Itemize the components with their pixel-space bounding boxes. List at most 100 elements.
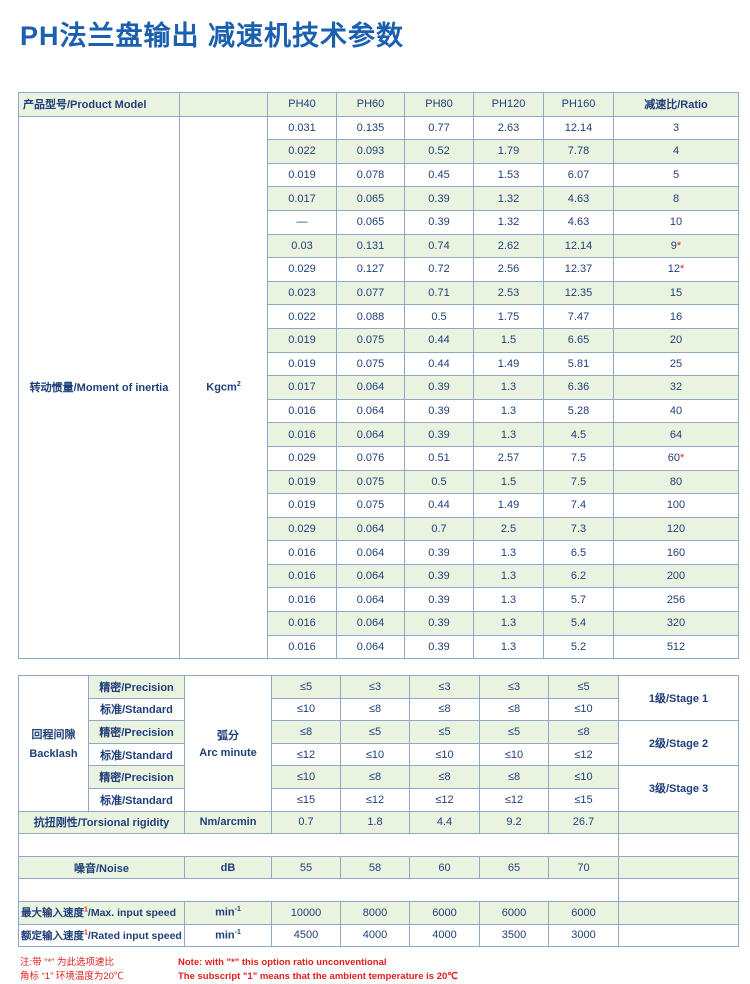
blank-cell <box>18 878 619 902</box>
value-cell: 0.131 <box>336 233 405 259</box>
value-cell: 0.016 <box>267 587 337 613</box>
value-cell: 8000 <box>340 900 410 925</box>
value-cell: 0.016 <box>267 563 337 589</box>
value-cell: 0.44 <box>404 351 474 377</box>
ratio-value: 5 <box>672 169 680 182</box>
ratio-cell: 60* <box>613 445 739 471</box>
unit-text: Kgcm <box>206 381 237 394</box>
ratio-value: 3 <box>672 121 680 134</box>
torsional-unit: Nm/arcmin <box>184 810 272 835</box>
ratio-cell: 8 <box>613 186 739 211</box>
note-cn: 注:带 “*” 为此选项速比 角标 “1” 环境温度为20℃ <box>20 956 123 984</box>
value-cell: 0.7 <box>404 516 474 542</box>
value-cell: ≤10 <box>271 765 341 789</box>
torsional-label: 抗扭刚性/Torsional rigidity <box>18 810 185 835</box>
unit-sup: -1 <box>234 906 241 914</box>
value-cell: 10000 <box>271 900 341 925</box>
ratio-value: 512 <box>666 640 686 653</box>
value-cell: 5.4 <box>543 611 614 636</box>
table-row: 转动惯量/Moment of inertia Kgcm2 0.031 0.135 0.7… <box>18 115 739 660</box>
value-cell: 1.32 <box>473 209 544 235</box>
value-cell: 2.62 <box>473 233 544 259</box>
value-cell: 65 <box>479 855 549 880</box>
value-cell: 0.064 <box>336 587 405 613</box>
value-cell: ≤8 <box>340 697 410 722</box>
value-cell: 3000 <box>548 923 619 948</box>
value-cell: 0.064 <box>336 516 405 542</box>
ratio-cell: 64 <box>613 422 739 447</box>
ratio-value: 80 <box>669 475 683 488</box>
value-cell: 1.3 <box>473 634 544 660</box>
ratio-value: 4 <box>672 145 680 158</box>
value-cell: 0.44 <box>404 493 474 518</box>
value-cell: 4.5 <box>543 422 614 447</box>
ratio-value: 10 <box>669 216 683 229</box>
precision-type: 精密/Precision <box>88 765 185 789</box>
ratio-cell: 25 <box>613 351 739 377</box>
rated_speed-label: 额定输入速度1/Rated input speed <box>18 923 185 948</box>
value-cell: ≤12 <box>548 742 619 767</box>
value-cell: 6000 <box>479 900 549 925</box>
table-row: 0.03 0.131 0.74 2.62 12.14 9* <box>19 233 739 259</box>
value-cell: 1.3 <box>473 611 544 636</box>
spacer-row <box>18 878 739 902</box>
value-cell: 7.47 <box>543 304 614 329</box>
value-cell: 1.49 <box>473 493 544 518</box>
note-cn-1: 注:带 “*” 为此选项速比 <box>20 957 114 968</box>
value-cell: ≤12 <box>271 742 341 767</box>
value-cell: 0.075 <box>336 327 405 353</box>
value-cell: 0.031 <box>267 115 337 141</box>
ratio-cell: 3 <box>613 115 739 141</box>
value-cell: 6000 <box>409 900 480 925</box>
ratio-cell: 160 <box>613 540 739 565</box>
noise-unit: dB <box>184 855 272 880</box>
label-en: /Max. input speed <box>87 907 177 920</box>
table-row: 0.016 0.064 0.39 1.3 6.2 200 <box>19 563 739 589</box>
value-cell: 0.016 <box>267 422 337 447</box>
value-cell: 0.017 <box>267 375 337 400</box>
ratio-cell: 100 <box>613 493 739 518</box>
precision-type: 精密/Precision <box>88 675 185 699</box>
value-cell: 2.5 <box>473 516 544 542</box>
ratio-cell: 15 <box>613 280 739 306</box>
value-cell: 12.35 <box>543 280 614 306</box>
label-cn: 额定输入速度 <box>21 929 84 942</box>
value-cell: 0.03 <box>267 233 337 259</box>
value-cell: 4500 <box>271 923 341 948</box>
value-cell: 1.3 <box>473 422 544 447</box>
noise-label: 噪音/Noise <box>18 855 185 880</box>
value-cell: 1.5 <box>473 327 544 353</box>
model-header: PH120 <box>473 92 544 117</box>
inertia-label: 转动惯量/Moment of inertia <box>18 115 180 660</box>
value-cell: 0.016 <box>267 540 337 565</box>
value-cell: 70 <box>548 855 619 880</box>
value-cell: 0.44 <box>404 327 474 353</box>
value-cell: ≤5 <box>271 675 341 699</box>
value-cell: 0.029 <box>267 516 337 542</box>
value-cell: ≤8 <box>271 720 341 744</box>
value-cell: 0.39 <box>404 209 474 235</box>
value-cell: 0.016 <box>267 634 337 660</box>
ratio-cell: 9* <box>613 233 739 259</box>
value-cell: 5.81 <box>543 351 614 377</box>
value-cell: ≤12 <box>409 787 480 812</box>
spacer-row <box>18 833 739 857</box>
value-cell: 0.065 <box>336 209 405 235</box>
ratio-cell: 4 <box>613 139 739 164</box>
value-cell: 0.065 <box>336 186 405 211</box>
blank-cell <box>618 855 739 880</box>
value-cell: ≤8 <box>340 765 410 789</box>
ratio-value: 20 <box>669 334 683 347</box>
ratio-header: 减速比/Ratio <box>613 92 739 117</box>
value-cell: 0.74 <box>404 233 474 259</box>
value-cell: 0.075 <box>336 469 405 495</box>
ratio-value: 64 <box>669 428 683 441</box>
model-header: PH60 <box>336 92 405 117</box>
precision-type: 标准/Standard <box>88 787 185 812</box>
value-cell: 0.017 <box>267 186 337 211</box>
value-cell: 0.019 <box>267 469 337 495</box>
blank-cell <box>618 878 739 902</box>
value-cell: 1.5 <box>473 469 544 495</box>
value-cell: 4000 <box>409 923 480 948</box>
value-cell: 0.127 <box>336 257 405 282</box>
